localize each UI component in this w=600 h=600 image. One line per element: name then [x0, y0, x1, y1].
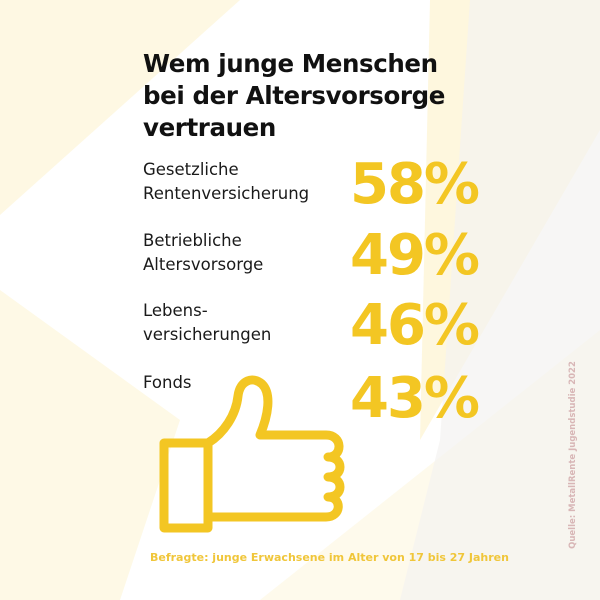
title-line: vertrauen — [143, 113, 276, 142]
light-beam — [0, 290, 180, 600]
title-line: bei der Altersvorsorge — [143, 81, 445, 110]
percentage-value: 49% — [350, 223, 480, 288]
percentage-value: 58% — [350, 152, 480, 217]
category-label: Gesetzliche Rentenversicherung — [143, 160, 310, 203]
light-beam — [0, 0, 240, 215]
footnote: Befragte: junge Erwachsene im Alter von … — [150, 551, 509, 564]
thumbs-up-icon — [159, 375, 345, 533]
title-line: Wem junge Menschen — [143, 49, 438, 78]
background-shade — [400, 0, 600, 600]
page-title: Wem junge Menschen bei der Altersvorsorg… — [143, 48, 563, 144]
percentage-value: 46% — [350, 293, 480, 358]
category-label: Fonds — [143, 373, 192, 392]
percentage-value: 43% — [350, 366, 480, 431]
source-credit: Quelle: MetallRente Jugendstudie 2022 — [568, 361, 578, 549]
category-label: Lebens- versicherungen — [143, 301, 272, 344]
category-label: Betriebliche Altersvorsorge — [143, 231, 264, 274]
